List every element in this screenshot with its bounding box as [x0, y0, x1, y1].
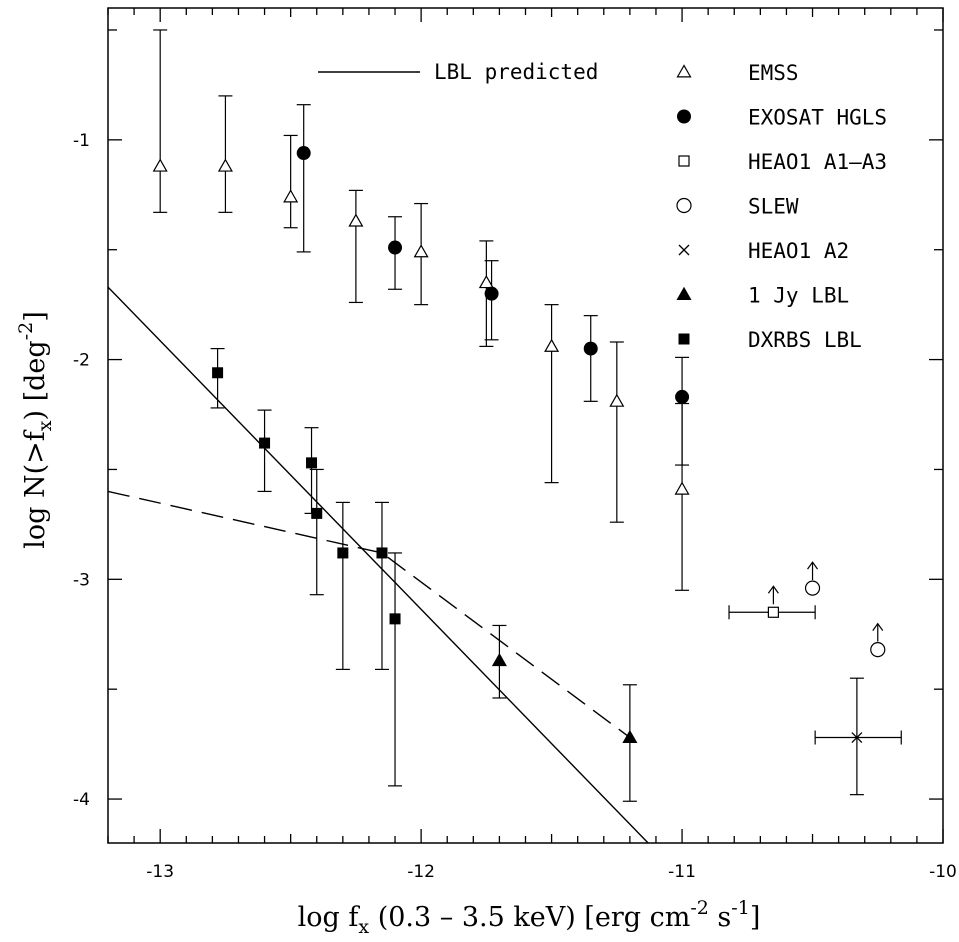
legend-label-dxrbs-lbl: DXRBS LBL — [748, 328, 862, 352]
data-markers — [152, 146, 886, 744]
dxrbs-lbl-point — [311, 507, 323, 519]
dashed-model-line — [108, 490, 631, 739]
legend: LBL predicted EMSS EXOSAT HGLS HEAO1 A1–A3 S… — [318, 60, 887, 352]
x-axis-title: log fx (0.3 – 3.5 keV) [erg cm-2 s-1] — [298, 897, 761, 938]
slew-point — [804, 580, 821, 596]
y-tick-label: -3 — [73, 570, 90, 590]
x-tick-label: -13 — [146, 862, 174, 882]
y-tick-label: -1 — [73, 131, 90, 151]
dxrbs-lbl-point — [212, 367, 224, 379]
x-tick-label: -12 — [407, 862, 435, 882]
legend-label-exosat-hgls: EXOSAT HGLS — [748, 106, 887, 130]
dxrbs-lbl-point — [376, 547, 388, 559]
emss-point — [152, 158, 168, 172]
slew-lower-limit-arrowhead — [807, 561, 819, 570]
x-tick-label: -10 — [929, 862, 957, 882]
legend-marker-emss — [676, 64, 692, 78]
x-tick-label: -11 — [668, 862, 696, 882]
lbl-predicted-line — [108, 286, 649, 843]
heao1-a1-a3-lower-limit-arrowhead — [767, 585, 779, 594]
emss-point — [217, 158, 233, 172]
legend-label-lbl-predicted: LBL predicted — [434, 60, 598, 84]
emss-point — [413, 244, 429, 258]
legend-marker-heao1-a1-a3 — [678, 155, 690, 167]
y-tick-label: -4 — [73, 790, 90, 810]
dxrbs-lbl-point — [389, 613, 401, 625]
legend-marker-dxrbs-lbl — [678, 333, 690, 345]
legend-marker-slew — [676, 197, 692, 214]
legend-label-emss: EMSS — [748, 61, 799, 85]
slew-lower-limit-arrowhead — [872, 622, 884, 631]
legend-marker-heao1-a2 — [678, 244, 690, 256]
axis-ticks: -13 -12 -11 -10 -1 -2 -3 -4 — [73, 8, 957, 882]
dxrbs-lbl-point — [337, 547, 349, 559]
emss-point — [283, 189, 299, 203]
slew-point — [870, 642, 886, 658]
model-lines — [108, 286, 649, 843]
legend-marker-exosat-hgls — [677, 109, 691, 124]
emss-point — [478, 274, 494, 289]
exosat-hgls-point — [388, 240, 403, 255]
y-axis-title: log N(>fx) [deg-2] — [15, 311, 56, 549]
legend-label-1-jy-lbl: 1 Jy LBL — [748, 284, 849, 308]
legend-label-slew: SLEW — [748, 195, 799, 219]
1-jy-lbl-point — [491, 652, 507, 667]
emss-point — [544, 338, 560, 352]
dxrbs-lbl-point — [306, 457, 318, 469]
heao1-a1-a3-point — [767, 606, 779, 618]
emss-point — [609, 393, 625, 407]
legend-label-heao1-a2: HEAO1 A2 — [748, 239, 849, 263]
dxrbs-lbl-point — [259, 437, 271, 449]
emss-point — [674, 481, 690, 495]
legend-marker-heao1-a2-stroke — [678, 244, 690, 256]
1-jy-lbl-point — [622, 729, 638, 744]
legend-label-heao1-a1-a3: HEAO1 A1–A3 — [748, 150, 887, 174]
heao1-a2-point-stroke — [851, 732, 863, 743]
y-tick-label: -2 — [73, 351, 90, 371]
exosat-hgls-point — [583, 341, 598, 356]
exosat-hgls-point — [484, 286, 499, 301]
emss-point — [348, 213, 364, 227]
legend-marker-1-jy-lbl — [676, 286, 692, 300]
heao1-a2-point — [851, 732, 863, 743]
exosat-hgls-point — [296, 146, 311, 161]
error-bars — [153, 29, 902, 802]
exosat-hgls-point — [675, 389, 690, 404]
